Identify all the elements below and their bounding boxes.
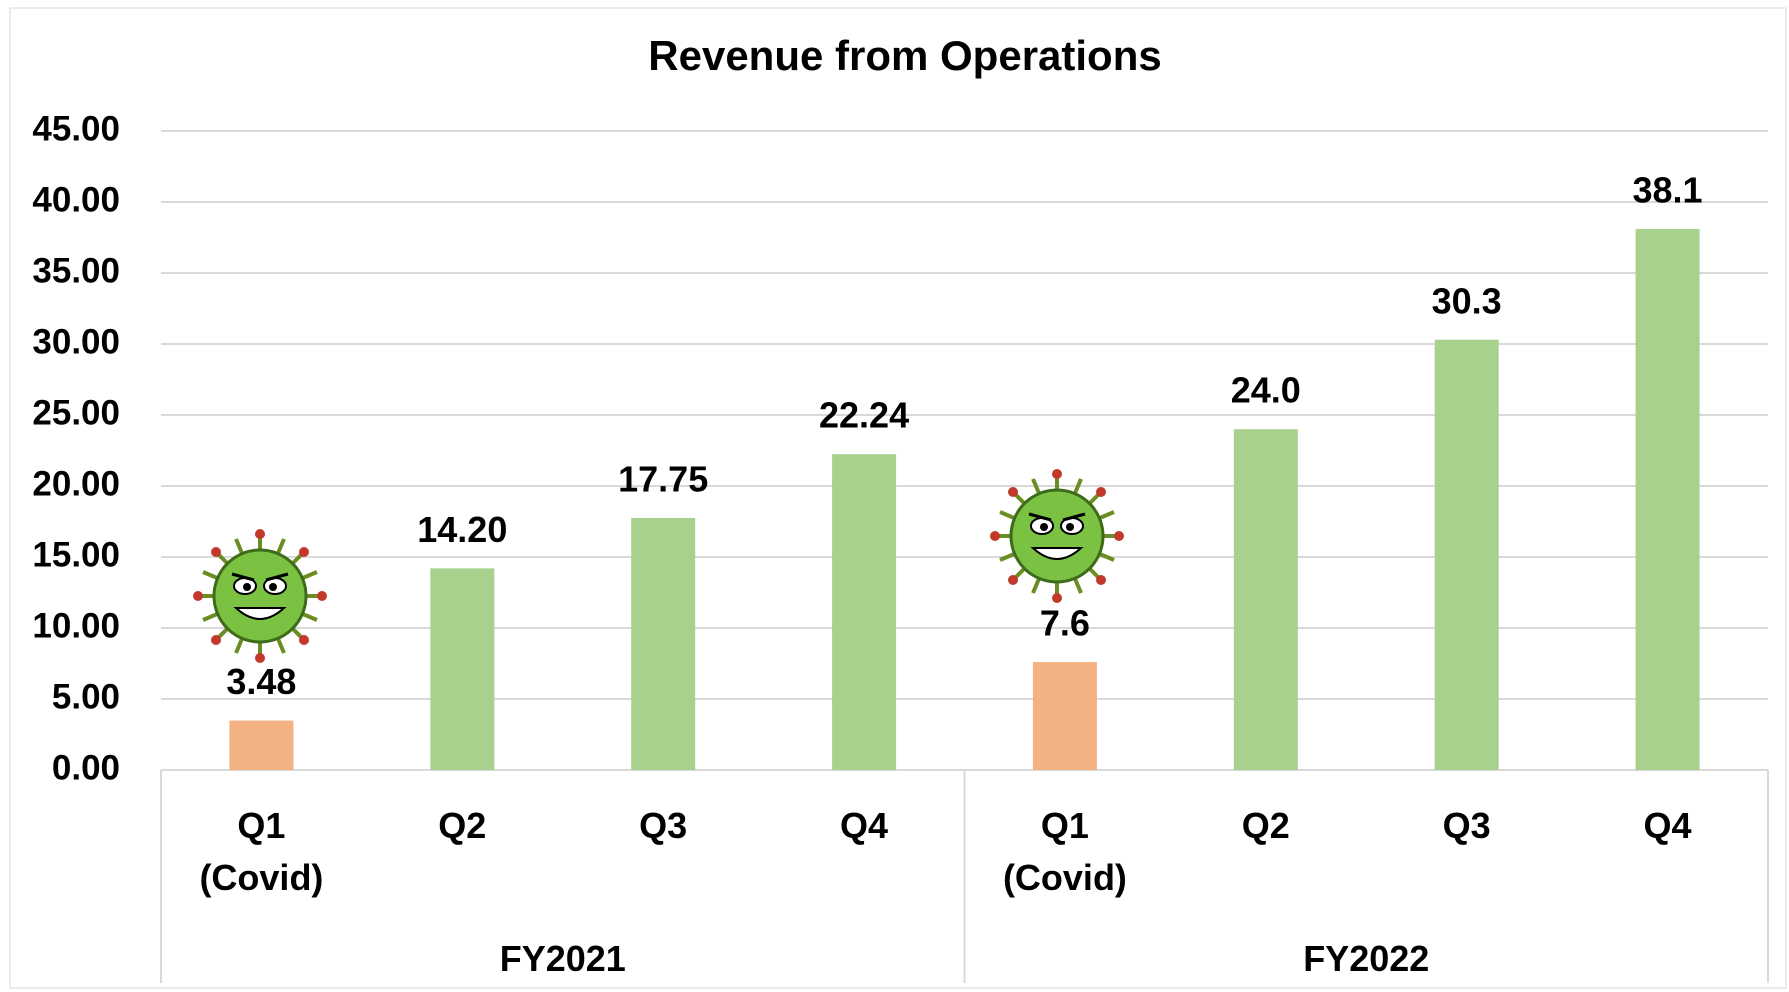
data-label: 17.75 bbox=[618, 458, 708, 499]
y-tick-label: 45.00 bbox=[32, 109, 120, 148]
y-tick-label: 20.00 bbox=[32, 464, 120, 503]
group-label: FY2021 bbox=[413, 933, 713, 985]
bar bbox=[1033, 662, 1097, 770]
group-label: FY2022 bbox=[1216, 933, 1516, 985]
x-tick-label: Q4 bbox=[1593, 800, 1743, 852]
y-tick-label: 35.00 bbox=[32, 251, 120, 290]
x-tick-label: Q3 bbox=[588, 800, 738, 852]
x-tick-label: Q4 bbox=[789, 800, 939, 852]
data-label: 7.6 bbox=[1040, 603, 1090, 644]
bar bbox=[1234, 429, 1298, 770]
y-tick-label: 40.00 bbox=[32, 180, 120, 219]
x-tick-label: Q3 bbox=[1392, 800, 1542, 852]
data-label: 22.24 bbox=[819, 395, 909, 436]
bar bbox=[430, 568, 494, 770]
y-tick-label: 30.00 bbox=[32, 322, 120, 361]
data-label: 3.48 bbox=[226, 661, 296, 702]
y-tick-label: 15.00 bbox=[32, 535, 120, 574]
bar bbox=[1636, 229, 1700, 770]
data-label: 14.20 bbox=[417, 509, 507, 550]
y-tick-label: 5.00 bbox=[52, 677, 120, 716]
x-tick-label: Q1 (Covid) bbox=[186, 800, 336, 904]
bar bbox=[832, 454, 896, 770]
bar bbox=[229, 721, 293, 770]
data-label: 24.0 bbox=[1231, 370, 1301, 411]
y-tick-label: 10.00 bbox=[32, 606, 120, 645]
data-label: 38.1 bbox=[1633, 169, 1703, 210]
x-tick-label: Q2 bbox=[1191, 800, 1341, 852]
x-tick-label: Q2 bbox=[387, 800, 537, 852]
y-tick-label: 25.00 bbox=[32, 393, 120, 432]
chart-container: Revenue from Operations 0.00 5.00 10.00 15.… bbox=[0, 0, 1789, 992]
data-label: 30.3 bbox=[1432, 280, 1502, 321]
bar bbox=[1435, 340, 1499, 770]
x-tick-label: Q1 (Covid) bbox=[990, 800, 1140, 904]
y-tick-label: 0.00 bbox=[52, 748, 120, 787]
bar bbox=[631, 518, 695, 770]
chart-title: Revenue from Operations bbox=[648, 32, 1161, 79]
